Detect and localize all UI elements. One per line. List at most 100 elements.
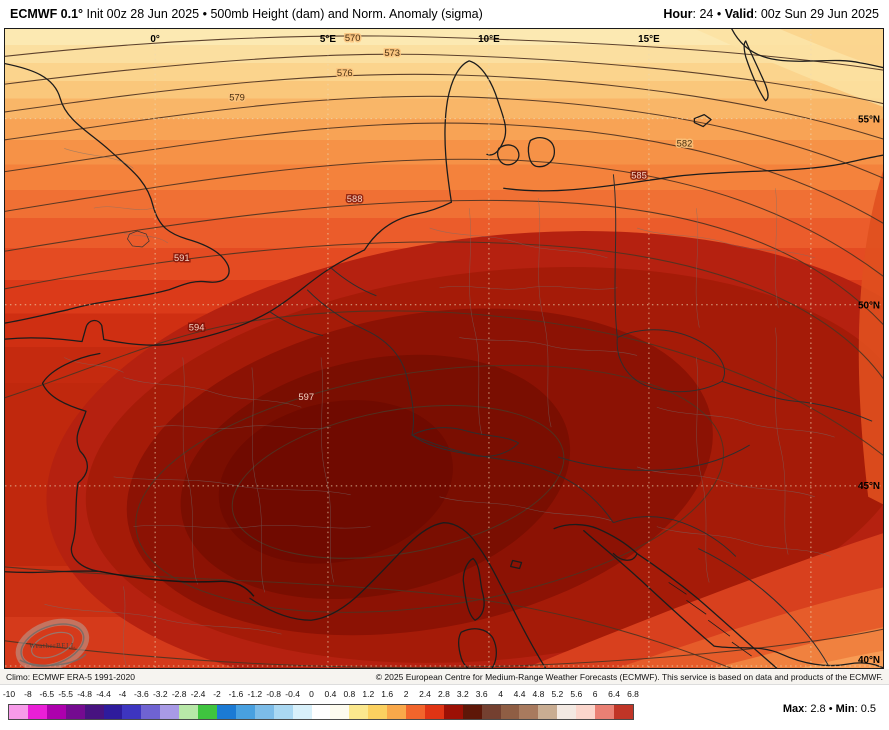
colorbar-tick: -0.8 bbox=[266, 689, 282, 699]
valid-value: : 00z Sun 29 Jun 2025 bbox=[753, 7, 879, 21]
max-min-readout: Max: 2.8 • Min: 0.5 bbox=[783, 703, 876, 715]
lat-label-45n: 45°N bbox=[858, 481, 880, 492]
lat-label-40n: 40°N bbox=[858, 655, 880, 666]
contour-label-594: 594 bbox=[189, 322, 205, 333]
colorbar-tick: 1.6 bbox=[381, 689, 394, 699]
colorbar-segment bbox=[160, 705, 180, 719]
valid-time: Hour: 24 • Valid: 00z Sun 29 Jun 2025 bbox=[663, 7, 879, 21]
colorbar-tick: -6.5 bbox=[39, 689, 55, 699]
country-borders bbox=[99, 174, 873, 667]
colorbar-tick: -8 bbox=[24, 689, 32, 699]
colorbar-tick: 2.4 bbox=[419, 689, 431, 699]
colorbar-segment bbox=[254, 705, 274, 719]
lon-label-15e: 15°E bbox=[638, 34, 660, 45]
colorbar-segment bbox=[330, 705, 350, 719]
map-title: ECMWF 0.1° Init 00z 28 Jun 2025 • 500mb … bbox=[10, 7, 483, 21]
colorbar-tick: -4 bbox=[118, 689, 127, 699]
admin-borders bbox=[44, 188, 835, 667]
colorbar-segment bbox=[481, 705, 501, 719]
lon-label-10e: 10°E bbox=[478, 34, 500, 45]
header: ECMWF 0.1° Init 00z 28 Jun 2025 • 500mb … bbox=[0, 0, 889, 28]
contour-label-585: 585 bbox=[631, 169, 647, 180]
colorbar-tick: 6.8 bbox=[627, 689, 639, 699]
colorbar-tick: 3.2 bbox=[456, 689, 469, 699]
uk-admin-borders bbox=[64, 148, 169, 244]
lat-label-55n: 55°N bbox=[858, 115, 880, 126]
colorbar-tick: -0.4 bbox=[285, 689, 300, 699]
colorbar-segment bbox=[235, 705, 255, 719]
map-canvas: 0° 5°E 10°E 15°E 55°N 50°N 45°N 40°N 570… bbox=[4, 28, 884, 669]
hour-value: : 24 • bbox=[692, 7, 725, 21]
colorbar-segment bbox=[46, 705, 66, 719]
contour-label-591: 591 bbox=[174, 252, 190, 263]
colorbar-area: -10 -8 -6.5 -5.5 -4.8 -4.4 -4 -3.6 -3.2 -2.8 -2.4-… bbox=[0, 685, 889, 730]
colorbar-tick: -5.5 bbox=[58, 689, 74, 699]
contour-label-588: 588 bbox=[347, 193, 363, 204]
colorbar-tick: -10 bbox=[2, 689, 16, 699]
colorbar-segment bbox=[198, 705, 217, 719]
colorbar-segment bbox=[576, 705, 596, 719]
contour-label-579: 579 bbox=[229, 92, 245, 103]
colorbar-tick: 4 bbox=[498, 689, 503, 699]
colorbar-tick: 5.2 bbox=[551, 689, 564, 699]
colorbar-tick: 0.8 bbox=[343, 689, 356, 699]
colorbar-segment bbox=[538, 705, 558, 719]
colorbar-tick: 2 bbox=[403, 689, 409, 699]
copyright-text: © 2025 European Centre for Medium-Range … bbox=[375, 671, 883, 682]
logo-text: WeatherBELL bbox=[29, 642, 76, 650]
colorbar-segment bbox=[406, 705, 425, 719]
colorbar-segment bbox=[292, 705, 312, 719]
colorbar-tick: -4.4 bbox=[96, 689, 111, 699]
colorbar-segment bbox=[103, 705, 123, 719]
colorbar-tick: -3.2 bbox=[152, 689, 168, 699]
lon-label-5e: 5°E bbox=[320, 34, 336, 45]
colorbar-tick: 4.4 bbox=[513, 689, 526, 699]
colorbar-segment bbox=[84, 705, 104, 719]
colorbar-tick: 5.6 bbox=[570, 689, 583, 699]
colorbar-segment bbox=[387, 705, 407, 719]
contour-label-573: 573 bbox=[384, 47, 400, 58]
colorbar-tick: 3.6 bbox=[475, 689, 488, 699]
weatherbell-logo: WeatherBELL bbox=[15, 618, 90, 668]
colorbar-tick: 6 bbox=[592, 689, 598, 699]
colorbar-segment bbox=[122, 705, 142, 719]
colorbar-segment bbox=[179, 705, 199, 719]
hour-label: Hour bbox=[663, 7, 693, 21]
map-svg: 0° 5°E 10°E 15°E 55°N 50°N 45°N 40°N 570… bbox=[5, 29, 883, 668]
colorbar-segment bbox=[273, 705, 293, 719]
colorbar-tick: 2.8 bbox=[437, 689, 450, 699]
colorbar-tick-labels: -10 -8 -6.5 -5.5 -4.8 -4.4 -4 -3.6 -3.2 -2.8 -2.4-… bbox=[0, 689, 889, 701]
colorbar-segment bbox=[368, 705, 388, 719]
max-label: Max bbox=[782, 703, 805, 715]
colorbar-tick: -4.8 bbox=[77, 689, 92, 699]
colorbar-bar bbox=[8, 704, 634, 720]
lon-label-0: 0° bbox=[150, 34, 159, 45]
lat-lon-grid bbox=[5, 29, 883, 668]
contour-label-570: 570 bbox=[345, 32, 361, 43]
colorbar-tick: -1.6 bbox=[228, 689, 244, 699]
colorbar-tick: 0.4 bbox=[324, 689, 337, 699]
london-metro-borders bbox=[127, 230, 150, 248]
colorbar-segment bbox=[27, 705, 47, 719]
contour-value-labels: 570 573 576 579 582 585 588 591 594 597 bbox=[172, 30, 693, 403]
colorbar-segment bbox=[65, 705, 85, 719]
contour-label-582: 582 bbox=[677, 137, 693, 148]
colorbar-tick: 4.8 bbox=[532, 689, 545, 699]
colorbar-segment bbox=[500, 705, 520, 719]
colorbar-tick: 1.2 bbox=[362, 689, 375, 699]
colorbar-segment bbox=[216, 705, 236, 719]
colorbar-segment bbox=[614, 705, 633, 719]
valid-label: Valid bbox=[724, 7, 754, 21]
colorbar-tick: -1.2 bbox=[247, 689, 263, 699]
dalmatian-islands bbox=[668, 582, 752, 657]
contour-label-576: 576 bbox=[337, 67, 353, 78]
title-text: Init 00z 28 Jun 2025 • 500mb Height (dam… bbox=[83, 7, 483, 21]
attribution-strip: Climo: ECMWF ERA-5 1991-2020 © 2025 Euro… bbox=[0, 669, 889, 685]
colorbar-tick: -2.4 bbox=[190, 689, 206, 699]
colorbar-segment bbox=[462, 705, 482, 719]
colorbar-segment bbox=[519, 705, 539, 719]
colorbar-tick: 0 bbox=[309, 689, 314, 699]
climo-text: Climo: ECMWF ERA-5 1991-2020 bbox=[6, 671, 135, 682]
colorbar-tick: -2 bbox=[213, 689, 221, 699]
